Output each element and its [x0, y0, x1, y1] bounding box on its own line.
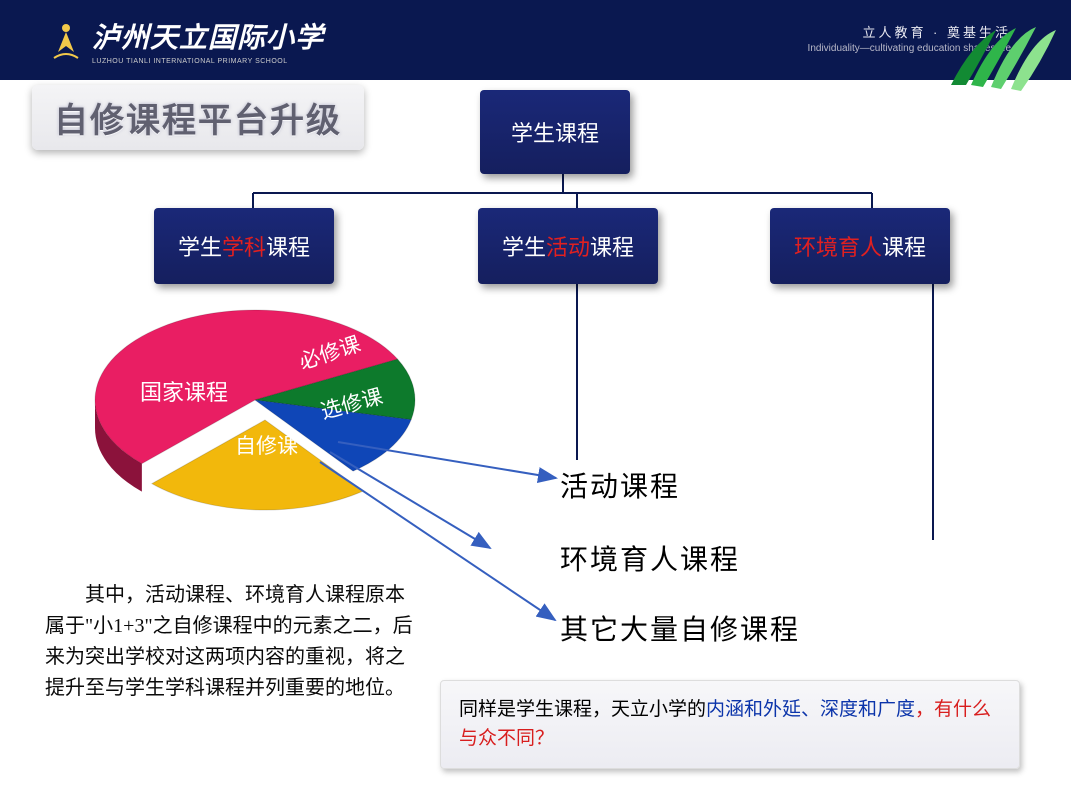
- callout-seg-blue: 内涵和外延、深度和广度: [706, 699, 915, 720]
- callout-comma: ，: [915, 699, 934, 720]
- tree-child-environment: 环境育人课程: [770, 208, 950, 284]
- list-item-activity: 活动课程: [560, 465, 680, 505]
- list-item-environment: 环境育人课程: [560, 538, 740, 578]
- slide-header: 泸州天立国际小学 LUZHOU TIANLI INTERNATIONAL PRI…: [0, 0, 1071, 80]
- pie-label-elective: 选修课: [317, 380, 386, 425]
- school-logo-icon: [50, 20, 82, 60]
- callout-seg1: 同样是学生课程，天立小学的: [459, 699, 706, 720]
- list-item-other: 其它大量自修课程: [560, 608, 800, 648]
- explanation-paragraph: 其中，活动课程、环境育人课程原本属于"小1+3"之自修课程中的元素之二，后来为突…: [45, 580, 420, 704]
- school-subtitle: LUZHOU TIANLI INTERNATIONAL PRIMARY SCHO…: [92, 58, 324, 65]
- slide-title: 自修课程平台升级: [32, 85, 364, 150]
- bottom-callout: 同样是学生课程，天立小学的内涵和外延、深度和广度，有什么与众不同？: [440, 680, 1020, 769]
- school-name: 泸州天立国际小学: [92, 16, 324, 56]
- leaf-decoration-icon: [941, 25, 1061, 95]
- tree-root-label: 学生课程: [511, 121, 599, 146]
- pie-label-self: 自修课: [235, 430, 298, 460]
- logo-area: 泸州天立国际小学 LUZHOU TIANLI INTERNATIONAL PRI…: [50, 16, 324, 65]
- tree-child-subject: 学生学科课程: [154, 208, 334, 284]
- tree-child-activity: 学生活动课程: [478, 208, 658, 284]
- tree-root-node: 学生课程: [480, 90, 630, 174]
- pie-label-national: 国家课程: [140, 375, 228, 407]
- pie-label-required: 必修课: [295, 328, 364, 376]
